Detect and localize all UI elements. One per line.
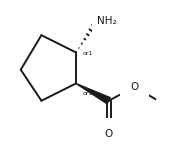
Text: O: O [130,82,139,92]
Text: or1: or1 [83,51,93,56]
Polygon shape [76,83,110,104]
Text: NH₂: NH₂ [98,16,117,26]
Text: or1: or1 [83,91,93,96]
Text: O: O [105,128,113,139]
